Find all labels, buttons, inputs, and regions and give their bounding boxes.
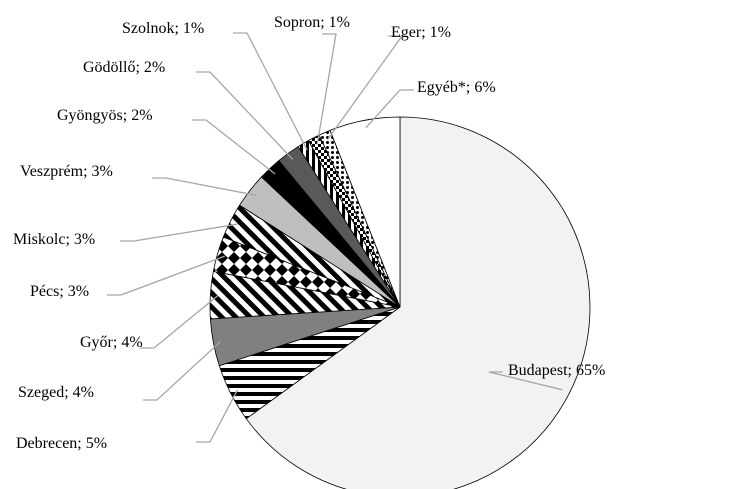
value-label: ; 5% xyxy=(77,435,107,452)
data-label: Pécs; 3% xyxy=(30,283,89,300)
category-name: Budapest xyxy=(508,362,568,379)
leader-line xyxy=(233,32,308,151)
category-name: Eger xyxy=(391,24,422,41)
value-label: ; 65% xyxy=(568,362,606,379)
category-name: Pécs xyxy=(30,283,59,300)
category-name: Győr xyxy=(80,334,114,351)
leader-line xyxy=(152,177,256,196)
value-label: ; 1% xyxy=(421,24,451,41)
category-name: Szeged xyxy=(18,384,64,401)
category-name: Egyéb* xyxy=(417,79,466,96)
leader-line xyxy=(140,295,219,349)
value-label: ; 2% xyxy=(135,59,165,76)
data-label: Gyöngyös; 2% xyxy=(57,107,153,124)
data-label: Miskolc; 3% xyxy=(13,231,95,248)
data-label: Szeged; 4% xyxy=(18,384,94,401)
leader-line xyxy=(143,340,222,401)
category-name: Veszprém xyxy=(20,163,84,180)
data-label: Veszprém; 3% xyxy=(20,163,113,180)
data-label: Sopron; 1% xyxy=(274,14,350,31)
category-name: Debrecen xyxy=(16,435,77,452)
data-label: Budapest; 65% xyxy=(508,362,605,379)
slice xyxy=(329,116,401,308)
category-name: Szolnok xyxy=(122,20,174,37)
leader-line xyxy=(120,223,238,242)
value-label: ; 3% xyxy=(59,283,89,300)
data-label: Szolnok; 1% xyxy=(122,20,204,37)
value-label: ; 3% xyxy=(83,163,113,180)
data-label: Eger; 1% xyxy=(391,24,451,41)
leader-line xyxy=(196,389,239,443)
leader-line xyxy=(365,89,414,129)
leader-line xyxy=(488,371,563,391)
data-label: Debrecen; 5% xyxy=(16,435,107,452)
leader-line xyxy=(192,119,276,175)
value-label: ; 6% xyxy=(466,79,496,96)
leader-line xyxy=(196,71,294,160)
value-label: ; 2% xyxy=(123,107,153,124)
category-name: Miskolc xyxy=(13,231,65,248)
slice xyxy=(245,116,591,489)
data-label: Egyéb*; 6% xyxy=(417,79,496,96)
data-label: Gödöllő; 2% xyxy=(83,59,165,76)
value-label: ; 3% xyxy=(65,231,95,248)
value-label: ; 1% xyxy=(320,14,350,31)
leader-line xyxy=(327,35,404,140)
value-label: ; 4% xyxy=(64,384,94,401)
category-name: Sopron xyxy=(274,14,320,31)
category-name: Gyöngyös xyxy=(57,107,123,124)
data-label: Győr; 4% xyxy=(80,334,143,351)
value-label: ; 4% xyxy=(113,334,143,351)
pie xyxy=(209,116,591,489)
category-name: Gödöllő xyxy=(83,59,135,76)
value-label: ; 1% xyxy=(174,20,204,37)
labels: Budapest; 65%Debrecen; 5%Szeged; 4%Győr;… xyxy=(13,14,605,452)
leader-line xyxy=(316,33,337,145)
leader-line xyxy=(107,255,226,296)
